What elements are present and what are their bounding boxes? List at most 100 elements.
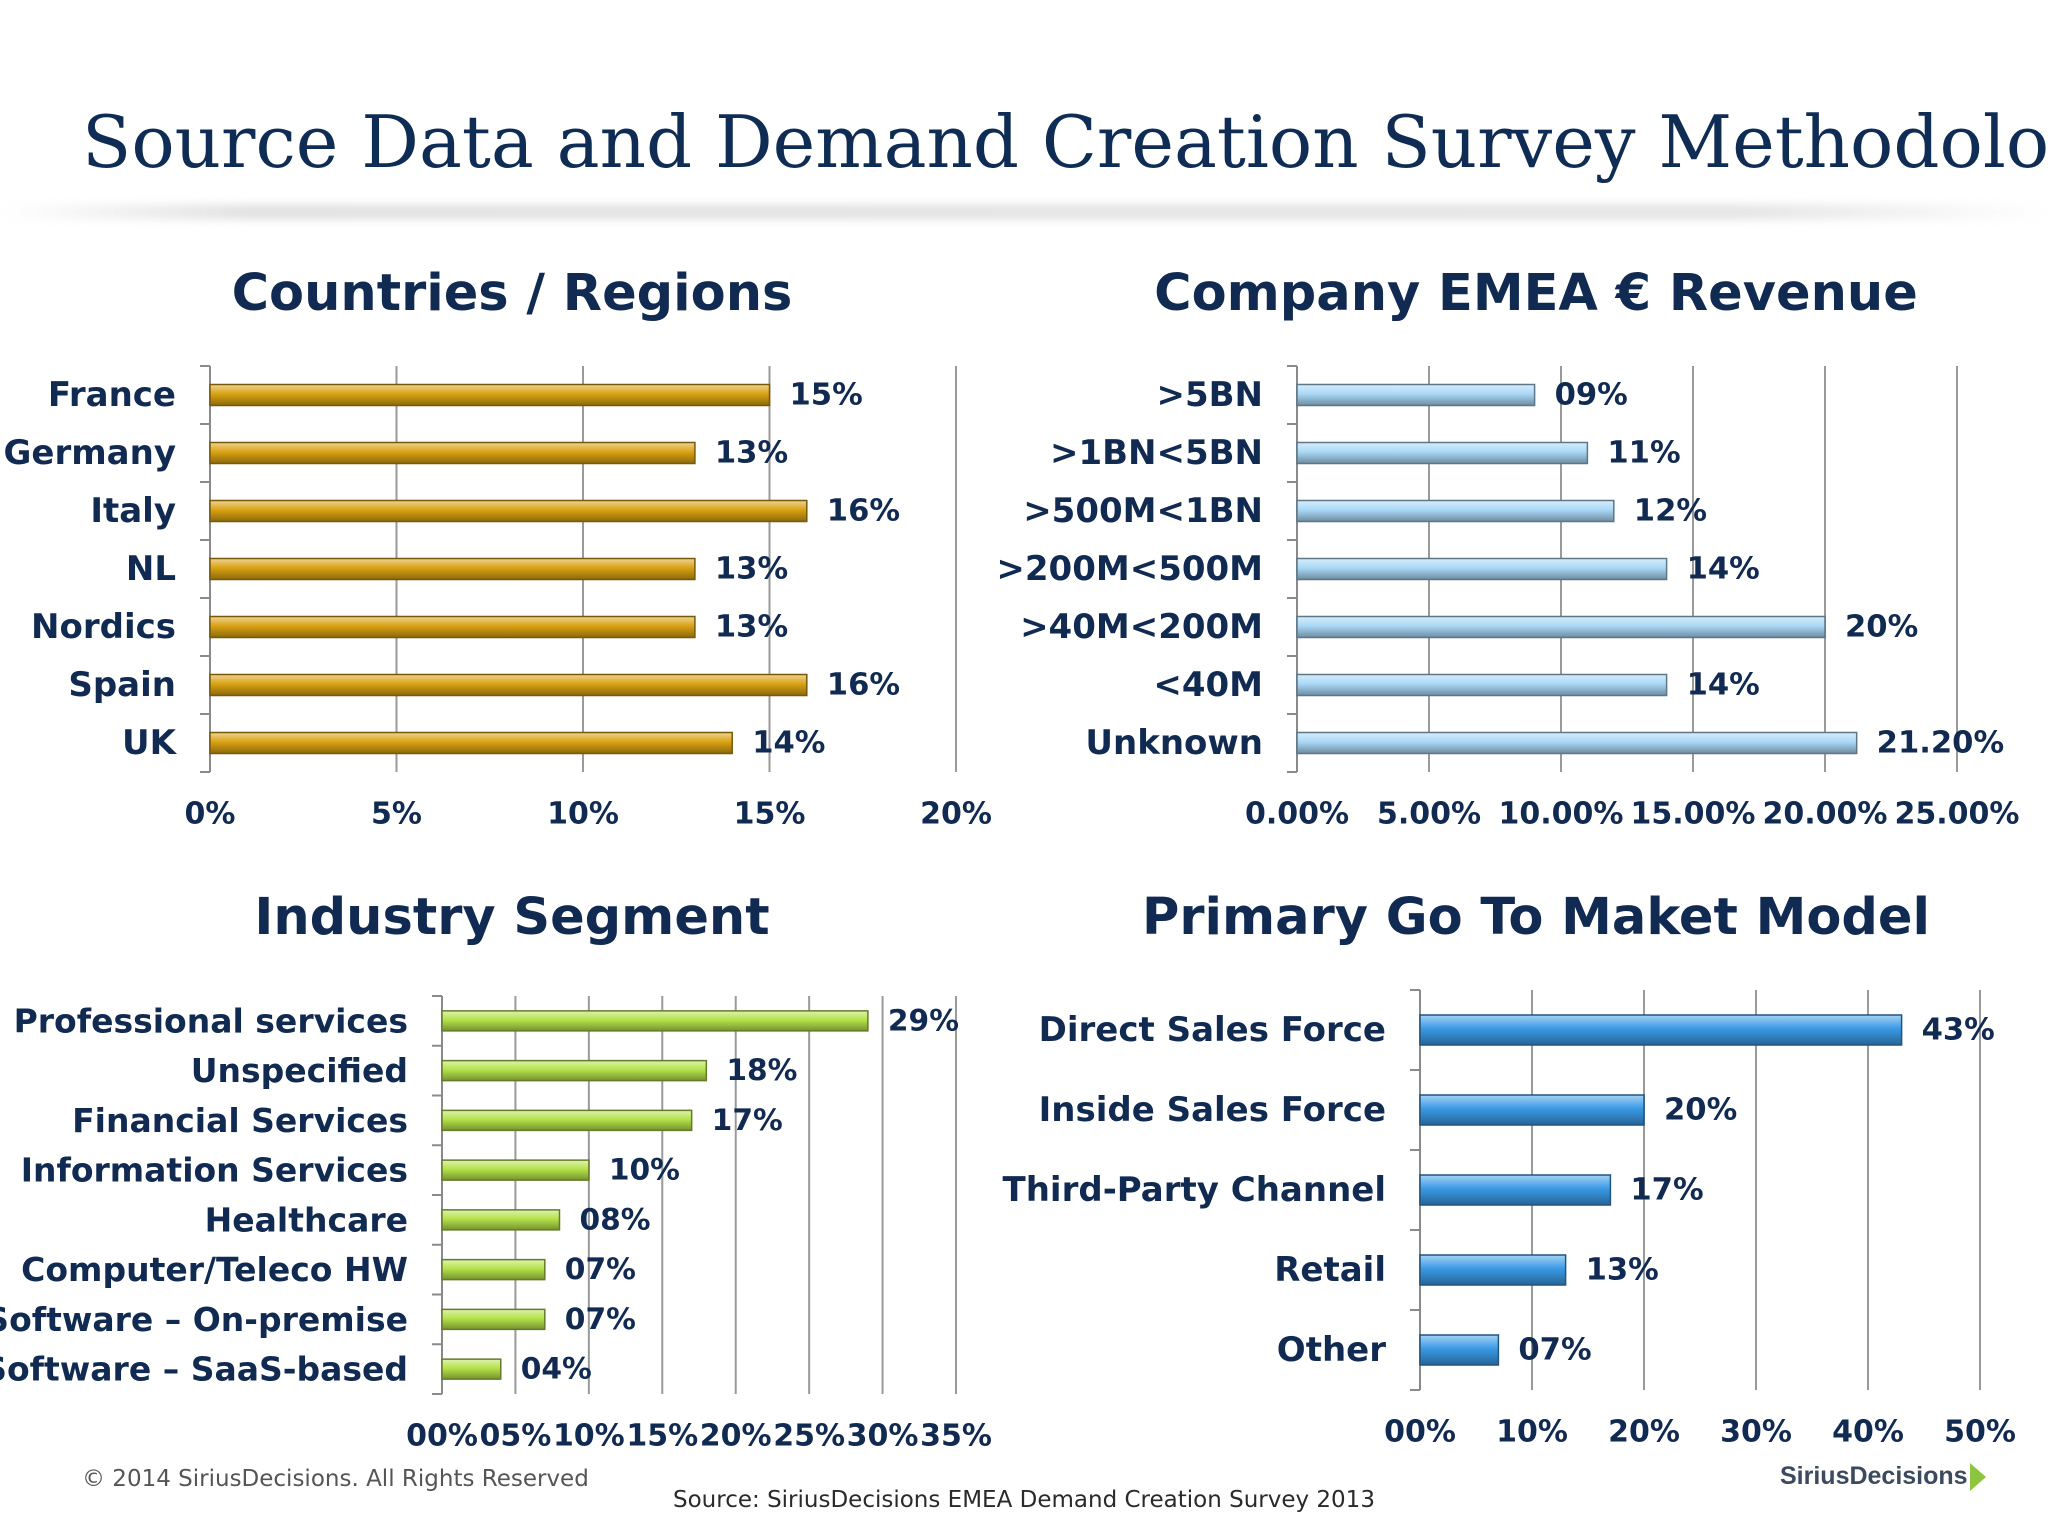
x-tick-label: 10.00% xyxy=(1499,797,1624,832)
data-label: 07% xyxy=(565,1302,636,1337)
data-label: 10% xyxy=(609,1153,680,1188)
gotomarket-chart: Primary Go To Maket Model Direct Sales F… xyxy=(1003,888,2016,1450)
data-label: 13% xyxy=(1586,1253,1659,1288)
x-tick-label: 00% xyxy=(406,1419,478,1454)
bar xyxy=(441,1010,869,1032)
category-label: Professional services xyxy=(14,1001,408,1040)
x-tick-label: 20% xyxy=(920,797,992,832)
data-label: 12% xyxy=(1634,494,1707,529)
category-label: Software – SaaS-based xyxy=(0,1350,408,1389)
data-label: 21.20% xyxy=(1877,726,2004,761)
data-label: 13% xyxy=(715,552,788,587)
bar xyxy=(1419,1174,1612,1206)
bar xyxy=(209,499,808,523)
data-label: 07% xyxy=(565,1252,636,1287)
x-tick-label: 15% xyxy=(734,797,806,832)
category-label: >5BN xyxy=(1156,375,1263,415)
data-label: 16% xyxy=(827,668,900,703)
data-label: 20% xyxy=(1664,1093,1737,1128)
bar xyxy=(441,1358,502,1380)
bar xyxy=(441,1159,590,1181)
data-label: 17% xyxy=(1630,1173,1703,1208)
category-label: France xyxy=(48,375,176,415)
bar xyxy=(1419,1094,1645,1126)
category-label: Inside Sales Force xyxy=(1039,1090,1386,1130)
category-label: >200M<500M xyxy=(996,549,1263,589)
category-label: Direct Sales Force xyxy=(1039,1010,1386,1050)
x-tick-label: 15% xyxy=(626,1419,698,1454)
industry-chart: Industry Segment Professional services 29… xyxy=(0,0,1024,1454)
chart-title: Primary Go To Maket Model xyxy=(1142,888,1930,947)
bar xyxy=(209,673,808,697)
bar xyxy=(209,731,733,755)
category-label: NL xyxy=(126,549,176,589)
x-tick-label: 10% xyxy=(547,797,619,832)
data-label: 20% xyxy=(1845,610,1918,645)
x-tick-label: 20.00% xyxy=(1763,797,1888,832)
x-tick-label: 00% xyxy=(1384,1415,1456,1450)
x-tick-label: 5% xyxy=(371,797,422,832)
category-label: <40M xyxy=(1153,665,1263,705)
data-label: 13% xyxy=(715,436,788,471)
copyright-notice: © 2014 SiriusDecisions. All Rights Reser… xyxy=(82,1466,589,1492)
source-note: Source: SiriusDecisions EMEA Demand Crea… xyxy=(673,1487,1375,1513)
x-tick-label: 35% xyxy=(920,1419,992,1454)
bar xyxy=(1296,441,1589,465)
category-label: Third-Party Channel xyxy=(1003,1170,1386,1210)
bar xyxy=(441,1308,546,1331)
x-tick-label: 40% xyxy=(1832,1415,1904,1450)
chart-title: Company EMEA € Revenue xyxy=(1154,264,1918,323)
category-label: Computer/Teleco HW xyxy=(21,1250,408,1289)
category-label: Unspecified xyxy=(191,1051,408,1090)
title-divider xyxy=(0,204,2048,220)
category-label: Germany xyxy=(4,433,176,473)
category-label: Unknown xyxy=(1085,723,1263,763)
bar xyxy=(1296,383,1536,407)
category-label: >40M<200M xyxy=(1020,607,1263,647)
data-label: 17% xyxy=(712,1103,783,1138)
chart-svg: >5BN 09% >1BN<5BN 11% >500M<1BN 12% >200M<500M… xyxy=(996,365,2019,832)
x-tick-label: 20% xyxy=(1608,1415,1680,1450)
logo-text: SiriusDecisions xyxy=(1780,1462,1968,1490)
chart-svg: Direct Sales Force 43% Inside Sales Force 2… xyxy=(1003,989,2016,1450)
x-tick-label: 0.00% xyxy=(1245,797,1349,832)
data-label: 18% xyxy=(726,1053,797,1088)
bar xyxy=(441,1209,561,1231)
x-tick-label: 15.00% xyxy=(1631,797,1756,832)
bar xyxy=(1296,673,1668,697)
category-label: Nordics xyxy=(31,607,176,647)
data-label: 13% xyxy=(715,610,788,645)
category-label: Spain xyxy=(68,665,176,705)
x-tick-label: 20% xyxy=(700,1419,772,1454)
data-label: 43% xyxy=(1922,1013,1995,1048)
data-label: 16% xyxy=(827,494,900,529)
data-label: 04% xyxy=(521,1352,592,1387)
x-tick-label: 50% xyxy=(1944,1415,2016,1450)
category-label: >500M<1BN xyxy=(1023,491,1263,531)
data-label: 14% xyxy=(752,726,825,761)
revenue-chart: Company EMEA € Revenue >5BN 09% >1BN<5BN 11… xyxy=(996,264,2019,832)
data-label: 14% xyxy=(1687,668,1760,703)
category-label: Italy xyxy=(90,491,176,531)
category-label: Financial Services xyxy=(72,1101,408,1140)
x-tick-label: 5.00% xyxy=(1377,797,1481,832)
bar xyxy=(1419,1014,1903,1046)
bar xyxy=(1296,615,1826,639)
company-logo: SiriusDecisions xyxy=(1780,1462,1986,1492)
category-label: >1BN<5BN xyxy=(1050,433,1263,473)
data-label: 07% xyxy=(1518,1333,1591,1368)
x-tick-label: 30% xyxy=(1720,1415,1792,1450)
x-tick-label: 05% xyxy=(480,1419,552,1454)
data-label: 08% xyxy=(579,1202,650,1237)
data-label: 09% xyxy=(1555,378,1628,413)
bar xyxy=(1296,557,1668,581)
x-tick-label: 10% xyxy=(1496,1415,1568,1450)
category-label: Information Services xyxy=(21,1151,408,1190)
bar xyxy=(209,557,696,581)
bar xyxy=(1419,1254,1567,1286)
bar xyxy=(441,1258,546,1281)
chart-svg: Professional services 29% Unspecified 18% Fi… xyxy=(0,995,992,1454)
x-tick-label: 10% xyxy=(553,1419,625,1454)
chart-title: Industry Segment xyxy=(254,888,770,947)
bar xyxy=(209,383,771,407)
